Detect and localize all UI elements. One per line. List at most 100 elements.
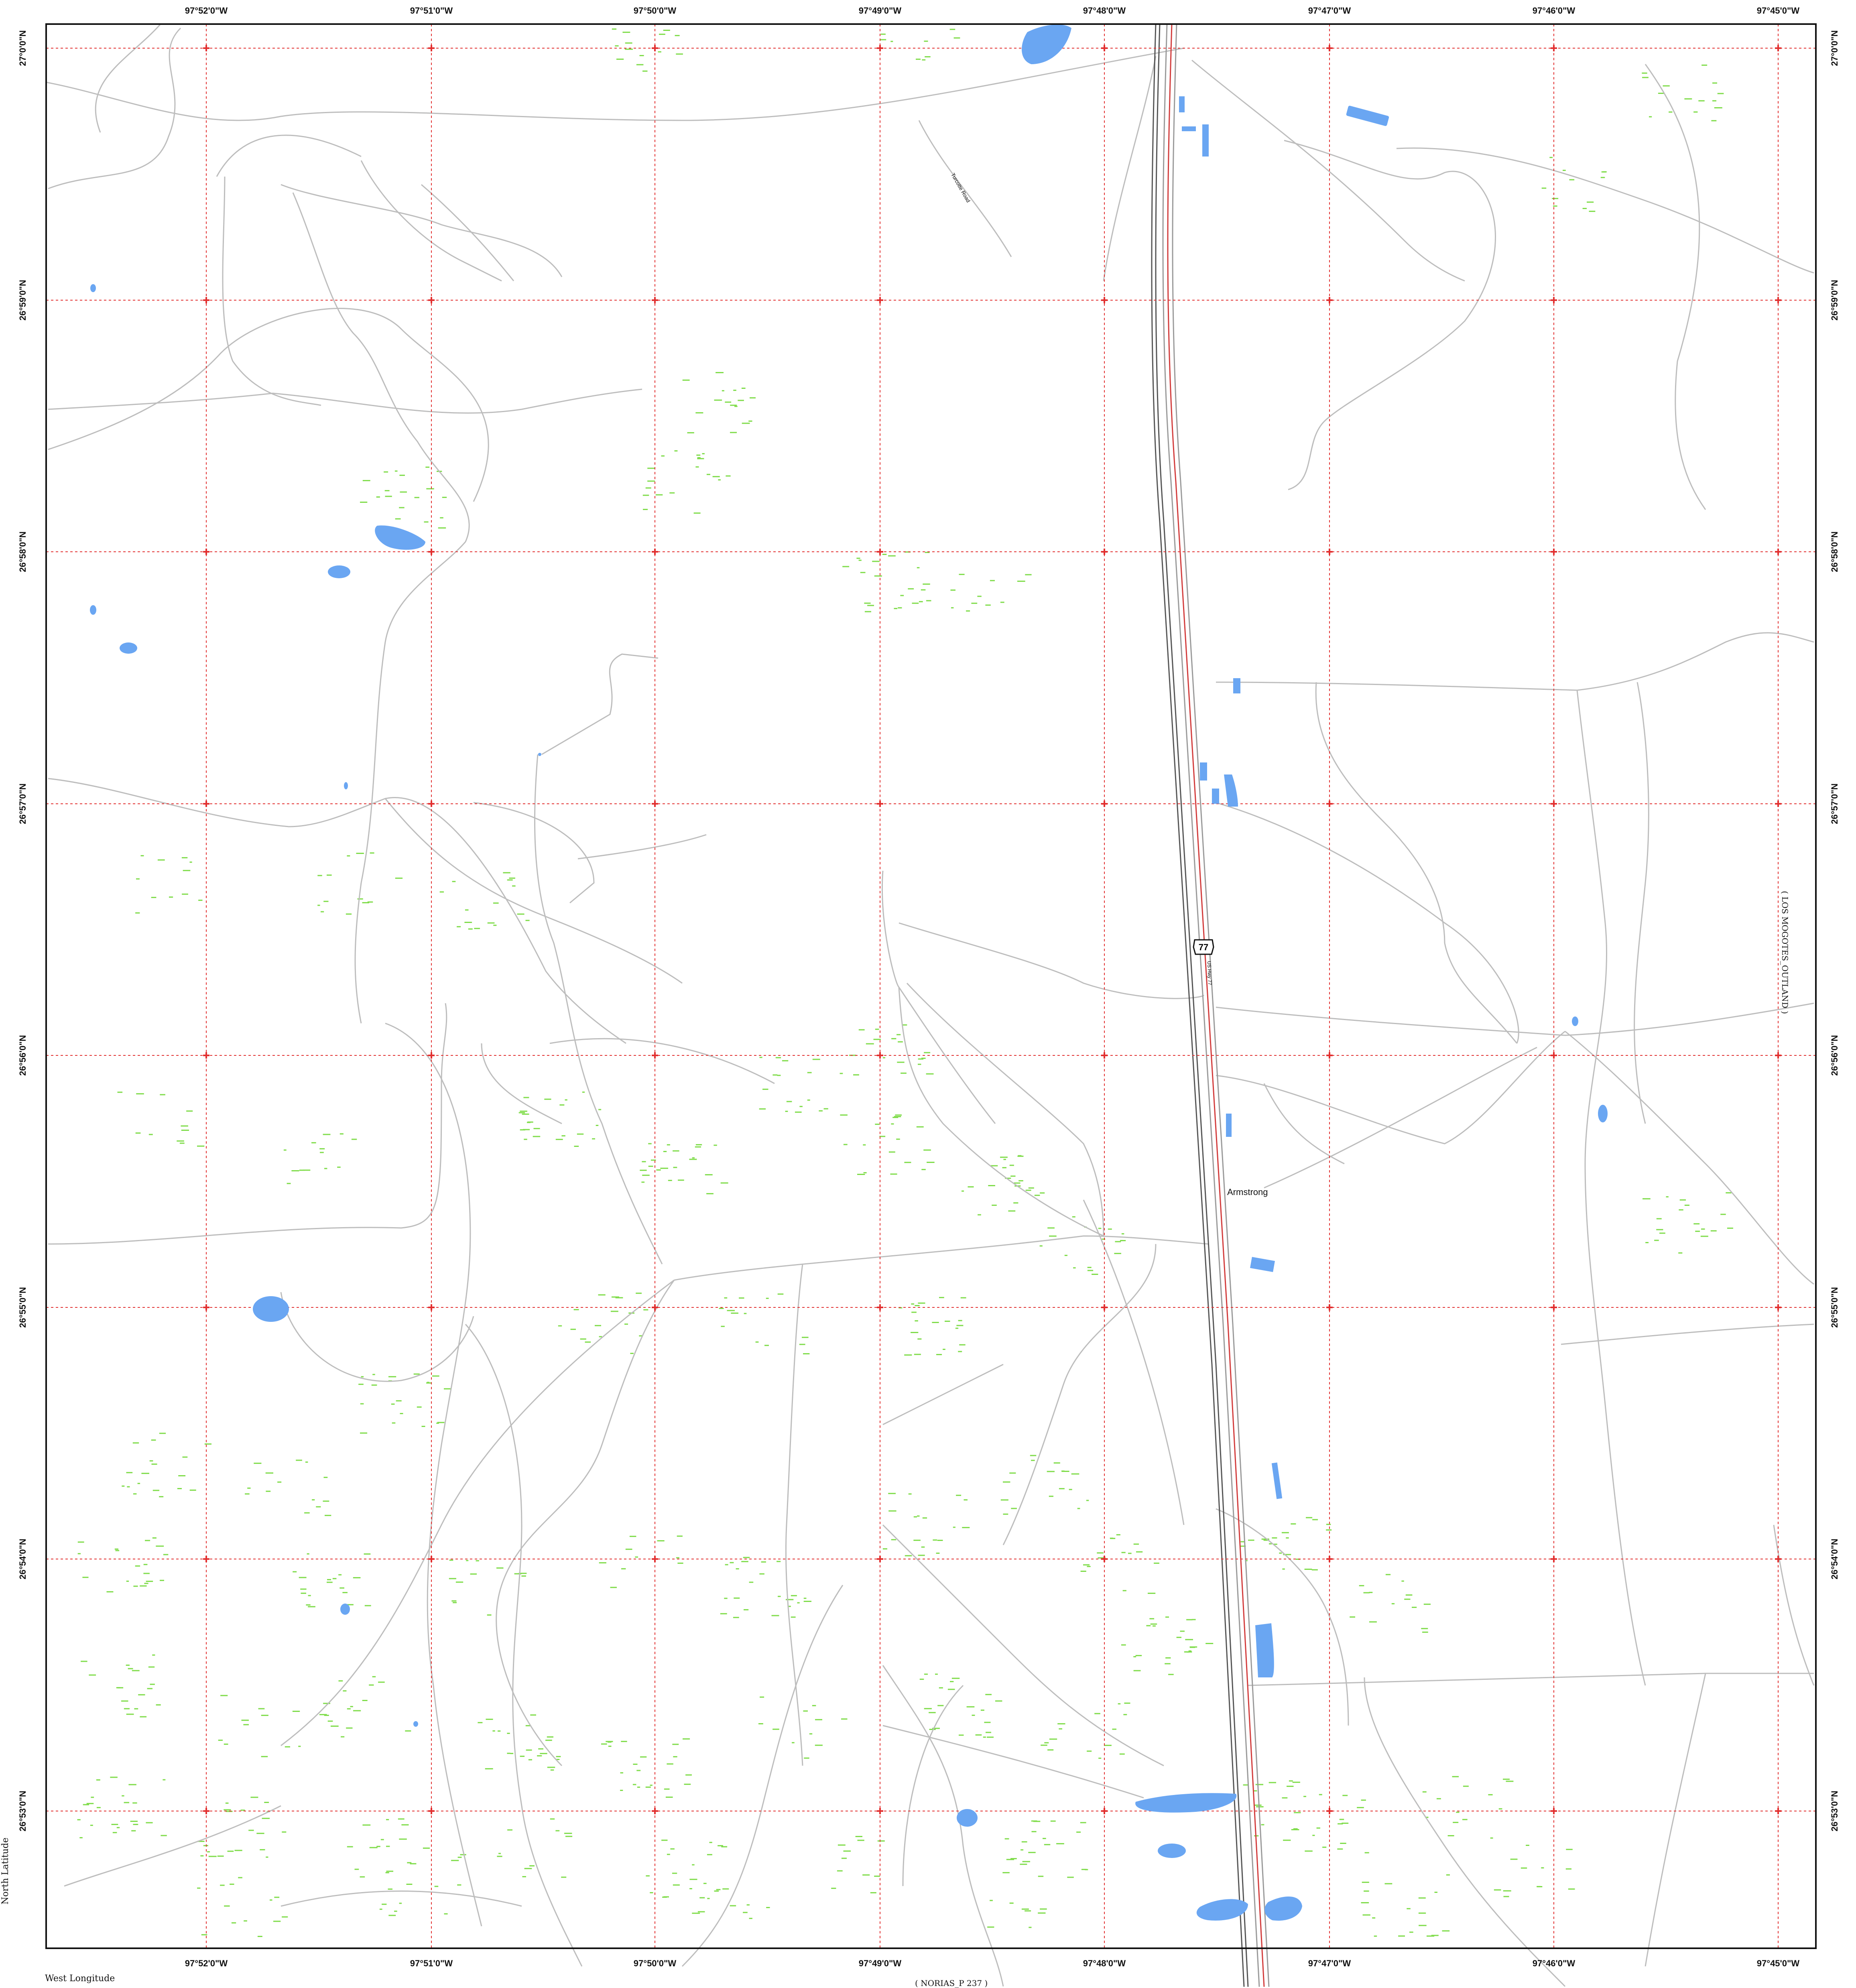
vegetation-patch (1009, 1472, 1016, 1474)
vegetation-patch (651, 1159, 656, 1161)
grid-intersection-cross (428, 1808, 435, 1814)
vegetation-patch (843, 1144, 848, 1145)
vegetation-patch (1488, 1794, 1493, 1795)
vegetation-patch (159, 1496, 164, 1498)
vegetation-patch (1021, 1841, 1027, 1843)
grid-intersection-cross (652, 1808, 658, 1814)
vegetation-patch (766, 1907, 770, 1908)
vegetation-patch (724, 1297, 728, 1299)
vegetation-patch (533, 1128, 540, 1129)
vegetation-patch (1243, 1784, 1249, 1786)
vegetation-patch (918, 1058, 923, 1060)
vegetation-patch (1021, 1908, 1029, 1910)
vegetation-patch (706, 474, 710, 475)
vegetation-patch (647, 468, 655, 469)
vegetation-patch (598, 1294, 606, 1296)
vegetation-patch (529, 1865, 535, 1867)
vegetation-patch (933, 1539, 937, 1541)
vegetation-patch (1136, 1551, 1143, 1553)
vegetation-patch (319, 1714, 327, 1716)
vegetation-patch (1168, 1674, 1174, 1675)
vegetation-patch (460, 1854, 466, 1856)
vegetation-patch (1359, 1585, 1364, 1586)
vegetation-patch (714, 1890, 719, 1892)
vegetation-patch (1306, 1517, 1313, 1518)
vegetation-patch (439, 891, 444, 893)
vegetation-patch (1423, 1604, 1431, 1605)
vegetation-patch (739, 1297, 744, 1299)
vegetation-patch (1369, 1621, 1377, 1623)
vegetation-patch (692, 1157, 695, 1159)
vegetation-patch (730, 432, 737, 433)
vegetation-patch (925, 552, 930, 553)
vegetation-patch (596, 1125, 599, 1126)
vegetation-patch (148, 1134, 153, 1135)
vegetation-patch (451, 1600, 457, 1602)
vegetation-patch (1537, 1886, 1543, 1887)
vegetation-patch (224, 1809, 231, 1811)
vegetation-patch (1357, 1807, 1364, 1808)
longitude-label-bottom: 97°49'0"W (858, 1958, 902, 1968)
vegetation-patch (1153, 1625, 1156, 1627)
vegetation-patch (332, 1578, 337, 1579)
vegetation-patch (391, 1403, 395, 1405)
vegetation-patch (707, 1854, 712, 1856)
vegetation-patch (927, 1162, 935, 1163)
vegetation-patch (721, 1846, 728, 1848)
vegetation-patch (683, 1738, 690, 1740)
vegetation-patch (615, 45, 619, 47)
vegetation-patch (921, 1169, 926, 1170)
vegetation-patch (1047, 1227, 1055, 1229)
vegetation-patch (1361, 1902, 1369, 1903)
vegetation-patch (977, 596, 982, 597)
vegetation-patch (151, 896, 157, 898)
vegetation-patch (449, 1559, 453, 1561)
grid-intersection-cross (1101, 1808, 1108, 1814)
vegetation-patch (918, 1063, 921, 1065)
vegetation-patch (890, 1173, 897, 1175)
vegetation-patch (841, 1858, 847, 1859)
vegetation-patch (260, 1849, 265, 1850)
vegetation-patch (1002, 1167, 1006, 1169)
latitude-label-left: 27°0'0"N (18, 30, 28, 66)
vegetation-patch (311, 1142, 316, 1144)
water-bodies (90, 24, 1608, 1921)
vegetation-patch (1726, 1192, 1732, 1193)
grid-intersection-cross (1326, 1556, 1333, 1562)
longitude-label-top: 97°48'0"W (1083, 6, 1126, 16)
vegetation-patch (898, 1041, 903, 1043)
grid-intersection-cross (1101, 45, 1108, 51)
vegetation-patch (734, 406, 738, 407)
vegetation-patch (1049, 1738, 1057, 1740)
vegetation-patch (1083, 1564, 1090, 1566)
vegetation-patch (622, 31, 630, 33)
vegetation-patch (522, 1876, 526, 1878)
vegetation-patch (468, 928, 473, 930)
vegetation-patch (904, 1162, 911, 1163)
vegetation-patch (1059, 1728, 1062, 1730)
vegetation-patch (112, 1832, 117, 1834)
vegetation-patch (317, 905, 320, 906)
vegetation-patch (291, 1170, 299, 1171)
vegetation-patch (386, 1846, 390, 1847)
vegetation-patch (307, 1553, 309, 1555)
vegetation-patch (650, 1785, 653, 1786)
grid-intersection-cross (428, 1304, 435, 1311)
vegetation-patch (1269, 1782, 1276, 1783)
vegetation-patch (663, 30, 670, 31)
vegetation-patch (647, 480, 655, 482)
grid-intersection-cross (203, 1556, 209, 1562)
vegetation-patch (163, 1554, 169, 1555)
vegetation-patch (152, 1490, 160, 1491)
vegetation-patch (106, 1591, 114, 1593)
vegetation-patch (371, 1384, 377, 1386)
vegetation-patch (1658, 93, 1665, 94)
vegetation-patch (720, 1613, 727, 1614)
vegetation-patch (995, 1700, 1002, 1702)
vegetation-patch (385, 496, 392, 497)
vegetation-patch (327, 1579, 331, 1580)
vegetation-patch (1110, 1538, 1116, 1539)
vegetation-patch (436, 1423, 439, 1424)
vegetation-patch (888, 555, 896, 557)
vegetation-patch (144, 1583, 148, 1584)
